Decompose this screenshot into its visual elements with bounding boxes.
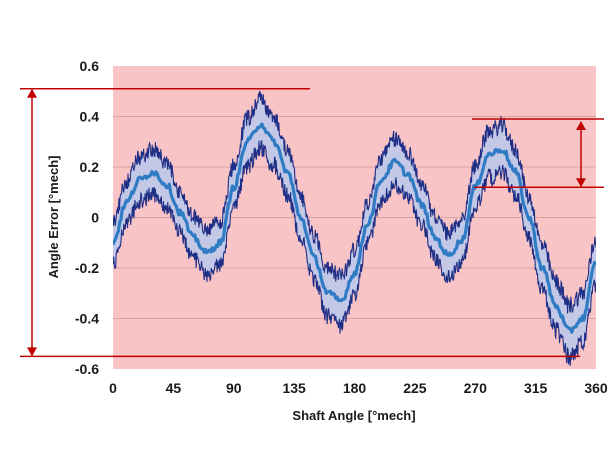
y-tick-label: -0.6 [75,361,99,377]
y-tick-label: 0 [91,210,99,226]
y-tick-label: -0.2 [75,260,99,276]
y-tick-labels: 0.6 0.4 0.2 0 -0.2 -0.4 -0.6 [75,58,99,377]
x-tick-label: 225 [403,380,427,396]
x-tick-label: 135 [282,380,306,396]
y-tick-label: 0.2 [80,159,100,175]
x-axis-title: Shaft Angle [°mech] [292,408,415,423]
y-axis-title: Angle Error [°mech] [46,156,61,279]
x-tick-labels: 0 45 90 135 180 225 270 315 360 [109,380,608,396]
x-tick-label: 270 [464,380,488,396]
series-layer [113,90,596,366]
annotation-layer [20,87,604,358]
y-tick-label: 0.6 [80,58,100,74]
x-tick-label: 90 [226,380,242,396]
y-tick-label: 0.4 [80,109,100,125]
x-tick-label: 360 [584,380,608,396]
noise-lower-edge [113,140,596,366]
x-tick-label: 0 [109,380,117,396]
annotation-arrowhead [576,178,586,188]
x-tick-label: 45 [166,380,182,396]
mean-line [113,122,596,334]
annotation-arrowhead [576,121,586,131]
noise-upper-edge [113,90,596,314]
x-tick-label: 180 [343,380,367,396]
y-tick-label: -0.4 [75,311,99,327]
annotation-arrowhead [27,347,37,357]
x-tick-label: 315 [524,380,548,396]
annotation-arrowhead [27,88,37,98]
